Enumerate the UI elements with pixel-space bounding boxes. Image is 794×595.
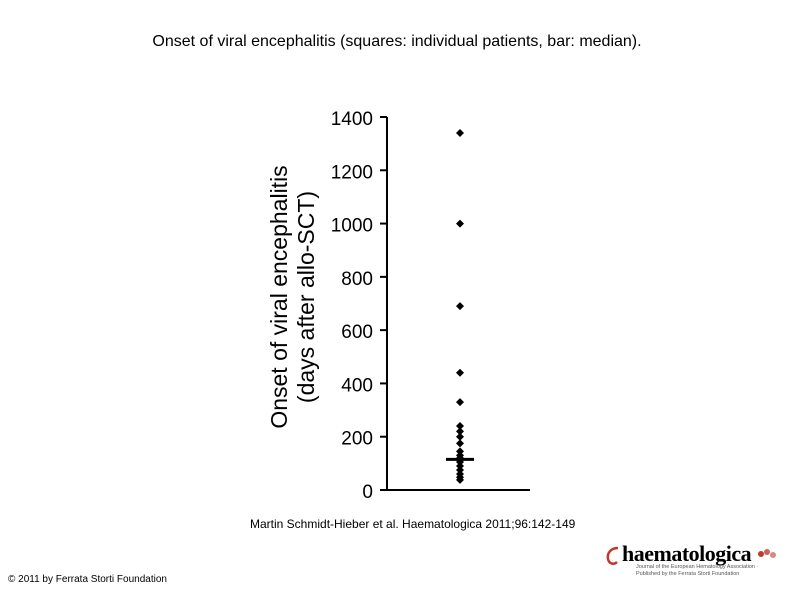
data-point [456,128,464,137]
y-tick-label: 600 [341,322,373,343]
data-point [456,427,464,436]
y-tick-label: 1000 [331,216,373,237]
slide-title: Onset of viral encephalitis (squares: in… [152,33,642,50]
y-tick-label: 0 [362,482,373,503]
data-point [456,432,464,441]
y-axis-label-line1: Onset of viral encephalitis [266,165,292,428]
y-axis-title: Onset of viral encephalitis (days after … [266,165,319,428]
copyright-notice: © 2011 by Ferrata Storti Foundation [8,574,167,585]
data-point [456,439,464,448]
data-point [456,368,464,377]
y-tick-label: 400 [341,375,373,396]
y-tick-label: 1200 [331,162,373,183]
logo-swirl-icon [606,546,619,565]
y-tick-label: 800 [341,269,373,290]
citation: Martin Schmidt-Hieber et al. Haematologi… [250,517,576,531]
journal-logo: haematologica Journal of the European He… [604,541,784,581]
data-point [456,398,464,407]
y-axis-label-line2: (days after allo-SCT) [293,191,319,403]
data-point [456,302,464,311]
y-axis: 0 200 400 600 800 1000 1200 1400 [331,109,530,503]
logo-tagline: Journal of the European Hematology Assoc… [636,564,759,577]
data-points [456,128,464,484]
logo-cells-icon [758,549,776,558]
logo-wordmark: haematologica [622,541,752,566]
y-tick-label: 1400 [331,109,373,130]
data-point [456,475,464,484]
data-point [456,422,464,431]
data-point [456,219,464,228]
y-tick-label: 200 [341,429,373,450]
